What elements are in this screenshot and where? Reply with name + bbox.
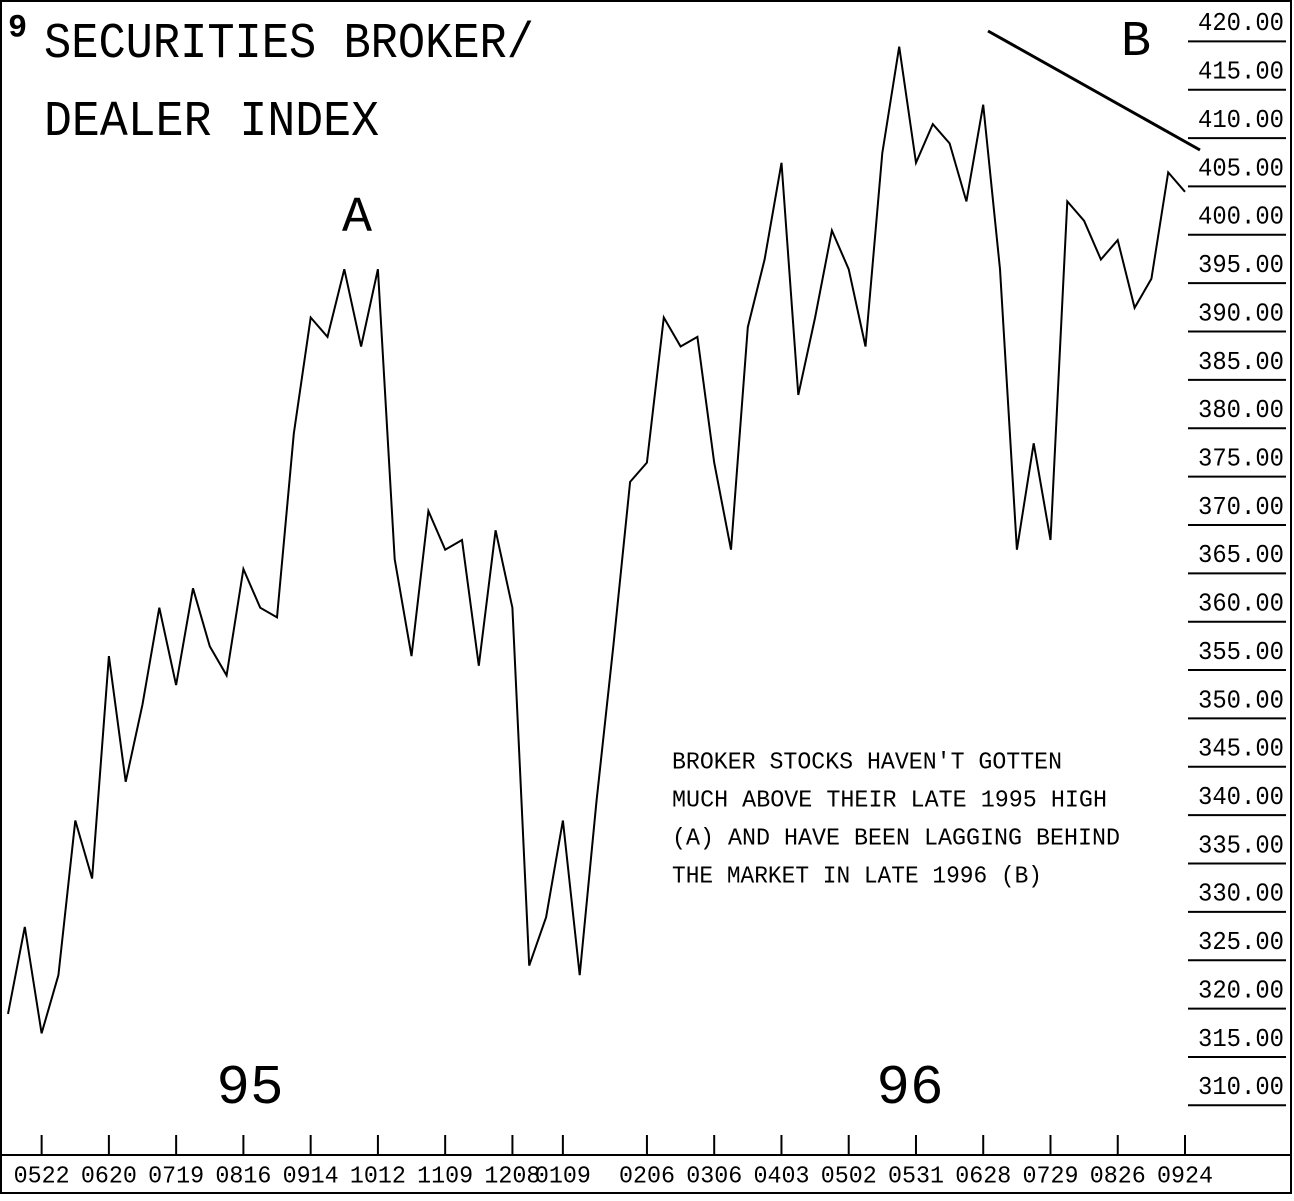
y-tick-label: 320.00 [1198, 975, 1284, 1005]
x-tick-label: 0924 [1157, 1163, 1213, 1190]
y-tick-label: 390.00 [1198, 298, 1284, 328]
x-tick-label: 0620 [81, 1163, 137, 1190]
x-tick-label: 0816 [215, 1163, 271, 1190]
year-label: 96 [876, 1056, 943, 1120]
x-tick-label: 1208 [484, 1163, 540, 1190]
x-tick-label: 0306 [686, 1163, 742, 1190]
x-tick-label: 0531 [888, 1163, 944, 1190]
chart-title: SECURITIES BROKER/ [44, 16, 534, 73]
x-tick-label: 0729 [1022, 1163, 1078, 1190]
annotation: A [342, 190, 372, 247]
x-tick-label: 0502 [821, 1163, 877, 1190]
x-tick-label: 0719 [148, 1163, 204, 1190]
y-tick-label: 365.00 [1198, 540, 1284, 570]
x-tick-label: 0826 [1090, 1163, 1146, 1190]
x-tick-label: 0206 [619, 1163, 675, 1190]
y-tick-label: 315.00 [1198, 1024, 1284, 1054]
note: BROKER STOCKS HAVEN'T GOTTEN MUCH ABOVE T… [672, 749, 1120, 890]
y-tick-label: 310.00 [1198, 1072, 1284, 1102]
y-tick-label: 355.00 [1198, 637, 1284, 667]
note-line: MUCH ABOVE THEIR LATE 1995 HIGH [672, 787, 1107, 814]
x-tick-label: 1109 [417, 1163, 473, 1190]
note-line: BROKER STOCKS HAVEN'T GOTTEN [672, 749, 1062, 776]
y-tick-label: 410.00 [1198, 105, 1284, 135]
y-tick-label: 370.00 [1198, 492, 1284, 522]
annotation: B [1121, 14, 1151, 71]
figure-number: 9 [8, 9, 27, 46]
year-label: 95 [216, 1056, 283, 1120]
price-line [7, 46, 1186, 1034]
y-tick-label: 335.00 [1198, 830, 1284, 860]
y-tick-label: 375.00 [1198, 443, 1284, 473]
x-tick-label: 1012 [350, 1163, 406, 1190]
y-tick-label: 415.00 [1198, 57, 1284, 87]
y-tick-label: 350.00 [1198, 685, 1284, 715]
y-tick-label: 400.00 [1198, 202, 1284, 232]
y-tick-label: 360.00 [1198, 589, 1284, 619]
y-tick-label: 385.00 [1198, 347, 1284, 377]
x-tick-label: 0628 [955, 1163, 1011, 1190]
x-tick-label: 0403 [753, 1163, 809, 1190]
note-line: (A) AND HAVE BEEN LAGGING BEHIND [672, 825, 1120, 852]
y-tick-label: 395.00 [1198, 250, 1284, 280]
trend-line [987, 29, 1201, 152]
note-line: THE MARKET IN LATE 1996 (B) [672, 863, 1042, 890]
x-tick-label: 0522 [14, 1163, 70, 1190]
y-tick-label: 330.00 [1198, 879, 1284, 909]
chart-subtitle: DEALER INDEX [44, 94, 379, 151]
y-tick-label: 420.00 [1198, 8, 1284, 38]
x-tick-label: 0109 [535, 1163, 591, 1190]
y-tick-label: 405.00 [1198, 153, 1284, 183]
y-tick-label: 325.00 [1198, 927, 1284, 957]
y-tick-label: 340.00 [1198, 782, 1284, 812]
x-tick-label: 0914 [283, 1163, 339, 1190]
y-tick-label: 380.00 [1198, 395, 1284, 425]
y-tick-label: 345.00 [1198, 734, 1284, 764]
